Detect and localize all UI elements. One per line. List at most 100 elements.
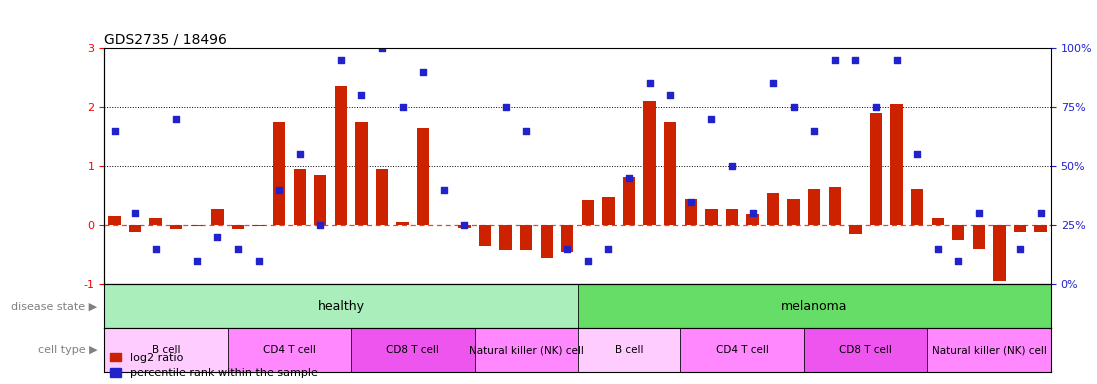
Bar — [767, 193, 779, 225]
Point — [950, 258, 968, 264]
Point — [826, 57, 844, 63]
Bar — [294, 169, 306, 225]
Bar — [252, 225, 264, 226]
Point — [455, 222, 473, 228]
Text: melanoma: melanoma — [781, 300, 848, 313]
Point — [291, 151, 308, 157]
Text: GDS2735 / 18496: GDS2735 / 18496 — [104, 33, 227, 47]
Text: cell type ▶: cell type ▶ — [37, 345, 98, 356]
Bar — [685, 199, 697, 225]
Bar — [804, 328, 927, 372]
Bar — [664, 122, 677, 225]
Bar — [623, 177, 635, 225]
Point — [1011, 246, 1029, 252]
Legend: log2 ratio, percentile rank within the sample: log2 ratio, percentile rank within the s… — [110, 353, 318, 379]
Bar — [973, 225, 985, 249]
Bar — [1034, 225, 1047, 232]
Text: B cell: B cell — [614, 345, 643, 356]
Point — [558, 246, 576, 252]
Point — [723, 163, 740, 169]
Bar — [705, 209, 717, 225]
Point — [620, 175, 637, 181]
Bar — [335, 86, 347, 225]
Point — [847, 57, 864, 63]
Point — [415, 68, 432, 74]
Point — [1032, 210, 1050, 217]
Text: CD8 T cell: CD8 T cell — [839, 345, 892, 356]
Bar — [788, 199, 800, 225]
Point — [579, 258, 597, 264]
Point — [250, 258, 268, 264]
Point — [744, 210, 761, 217]
Bar — [170, 225, 182, 229]
Bar — [417, 128, 429, 225]
Bar — [499, 225, 511, 250]
Point — [476, 293, 494, 299]
Point — [518, 127, 535, 134]
Point — [682, 199, 700, 205]
Bar — [541, 225, 553, 258]
Bar — [104, 328, 228, 372]
Point — [126, 210, 144, 217]
Point — [868, 104, 885, 110]
Point — [887, 57, 905, 63]
Bar — [726, 209, 738, 225]
Bar — [475, 328, 577, 372]
Bar — [577, 328, 680, 372]
Bar — [228, 328, 351, 372]
Bar — [746, 215, 759, 225]
Bar — [520, 225, 532, 250]
Point — [600, 246, 618, 252]
Bar — [952, 225, 964, 240]
Point — [229, 246, 247, 252]
Text: healthy: healthy — [317, 300, 364, 313]
Point — [208, 234, 226, 240]
Bar — [109, 216, 121, 225]
Bar — [828, 187, 841, 225]
Text: CD8 T cell: CD8 T cell — [386, 345, 440, 356]
Point — [168, 116, 185, 122]
Bar — [191, 225, 203, 226]
Bar — [870, 113, 882, 225]
Bar — [577, 284, 1051, 328]
Point — [929, 246, 947, 252]
Point — [270, 187, 287, 193]
Bar — [396, 222, 409, 225]
Bar — [376, 169, 388, 225]
Bar — [129, 225, 142, 232]
Bar — [927, 328, 1051, 372]
Point — [661, 92, 679, 98]
Point — [991, 293, 1008, 299]
Bar — [478, 225, 491, 246]
Point — [497, 104, 514, 110]
Bar — [891, 104, 903, 225]
Point — [641, 80, 658, 86]
Bar — [808, 189, 821, 225]
Point — [312, 222, 329, 228]
Text: B cell: B cell — [151, 345, 180, 356]
Bar — [602, 197, 614, 225]
Text: Natural killer (NK) cell: Natural killer (NK) cell — [468, 345, 584, 356]
Point — [436, 187, 453, 193]
Point — [188, 258, 205, 264]
Point — [784, 104, 802, 110]
Bar — [231, 225, 245, 229]
Point — [105, 127, 123, 134]
Text: Natural killer (NK) cell: Natural killer (NK) cell — [931, 345, 1047, 356]
Text: disease state ▶: disease state ▶ — [11, 301, 98, 311]
Bar — [1014, 225, 1026, 232]
Bar — [314, 175, 327, 225]
Bar — [993, 225, 1006, 281]
Point — [805, 127, 823, 134]
Bar — [581, 200, 595, 225]
Bar — [680, 328, 804, 372]
Bar — [931, 218, 943, 225]
Point — [332, 57, 350, 63]
Bar — [351, 328, 475, 372]
Point — [765, 80, 782, 86]
Point — [373, 45, 391, 51]
Bar — [273, 122, 285, 225]
Point — [538, 316, 555, 323]
Bar — [644, 101, 656, 225]
Text: CD4 T cell: CD4 T cell — [715, 345, 769, 356]
